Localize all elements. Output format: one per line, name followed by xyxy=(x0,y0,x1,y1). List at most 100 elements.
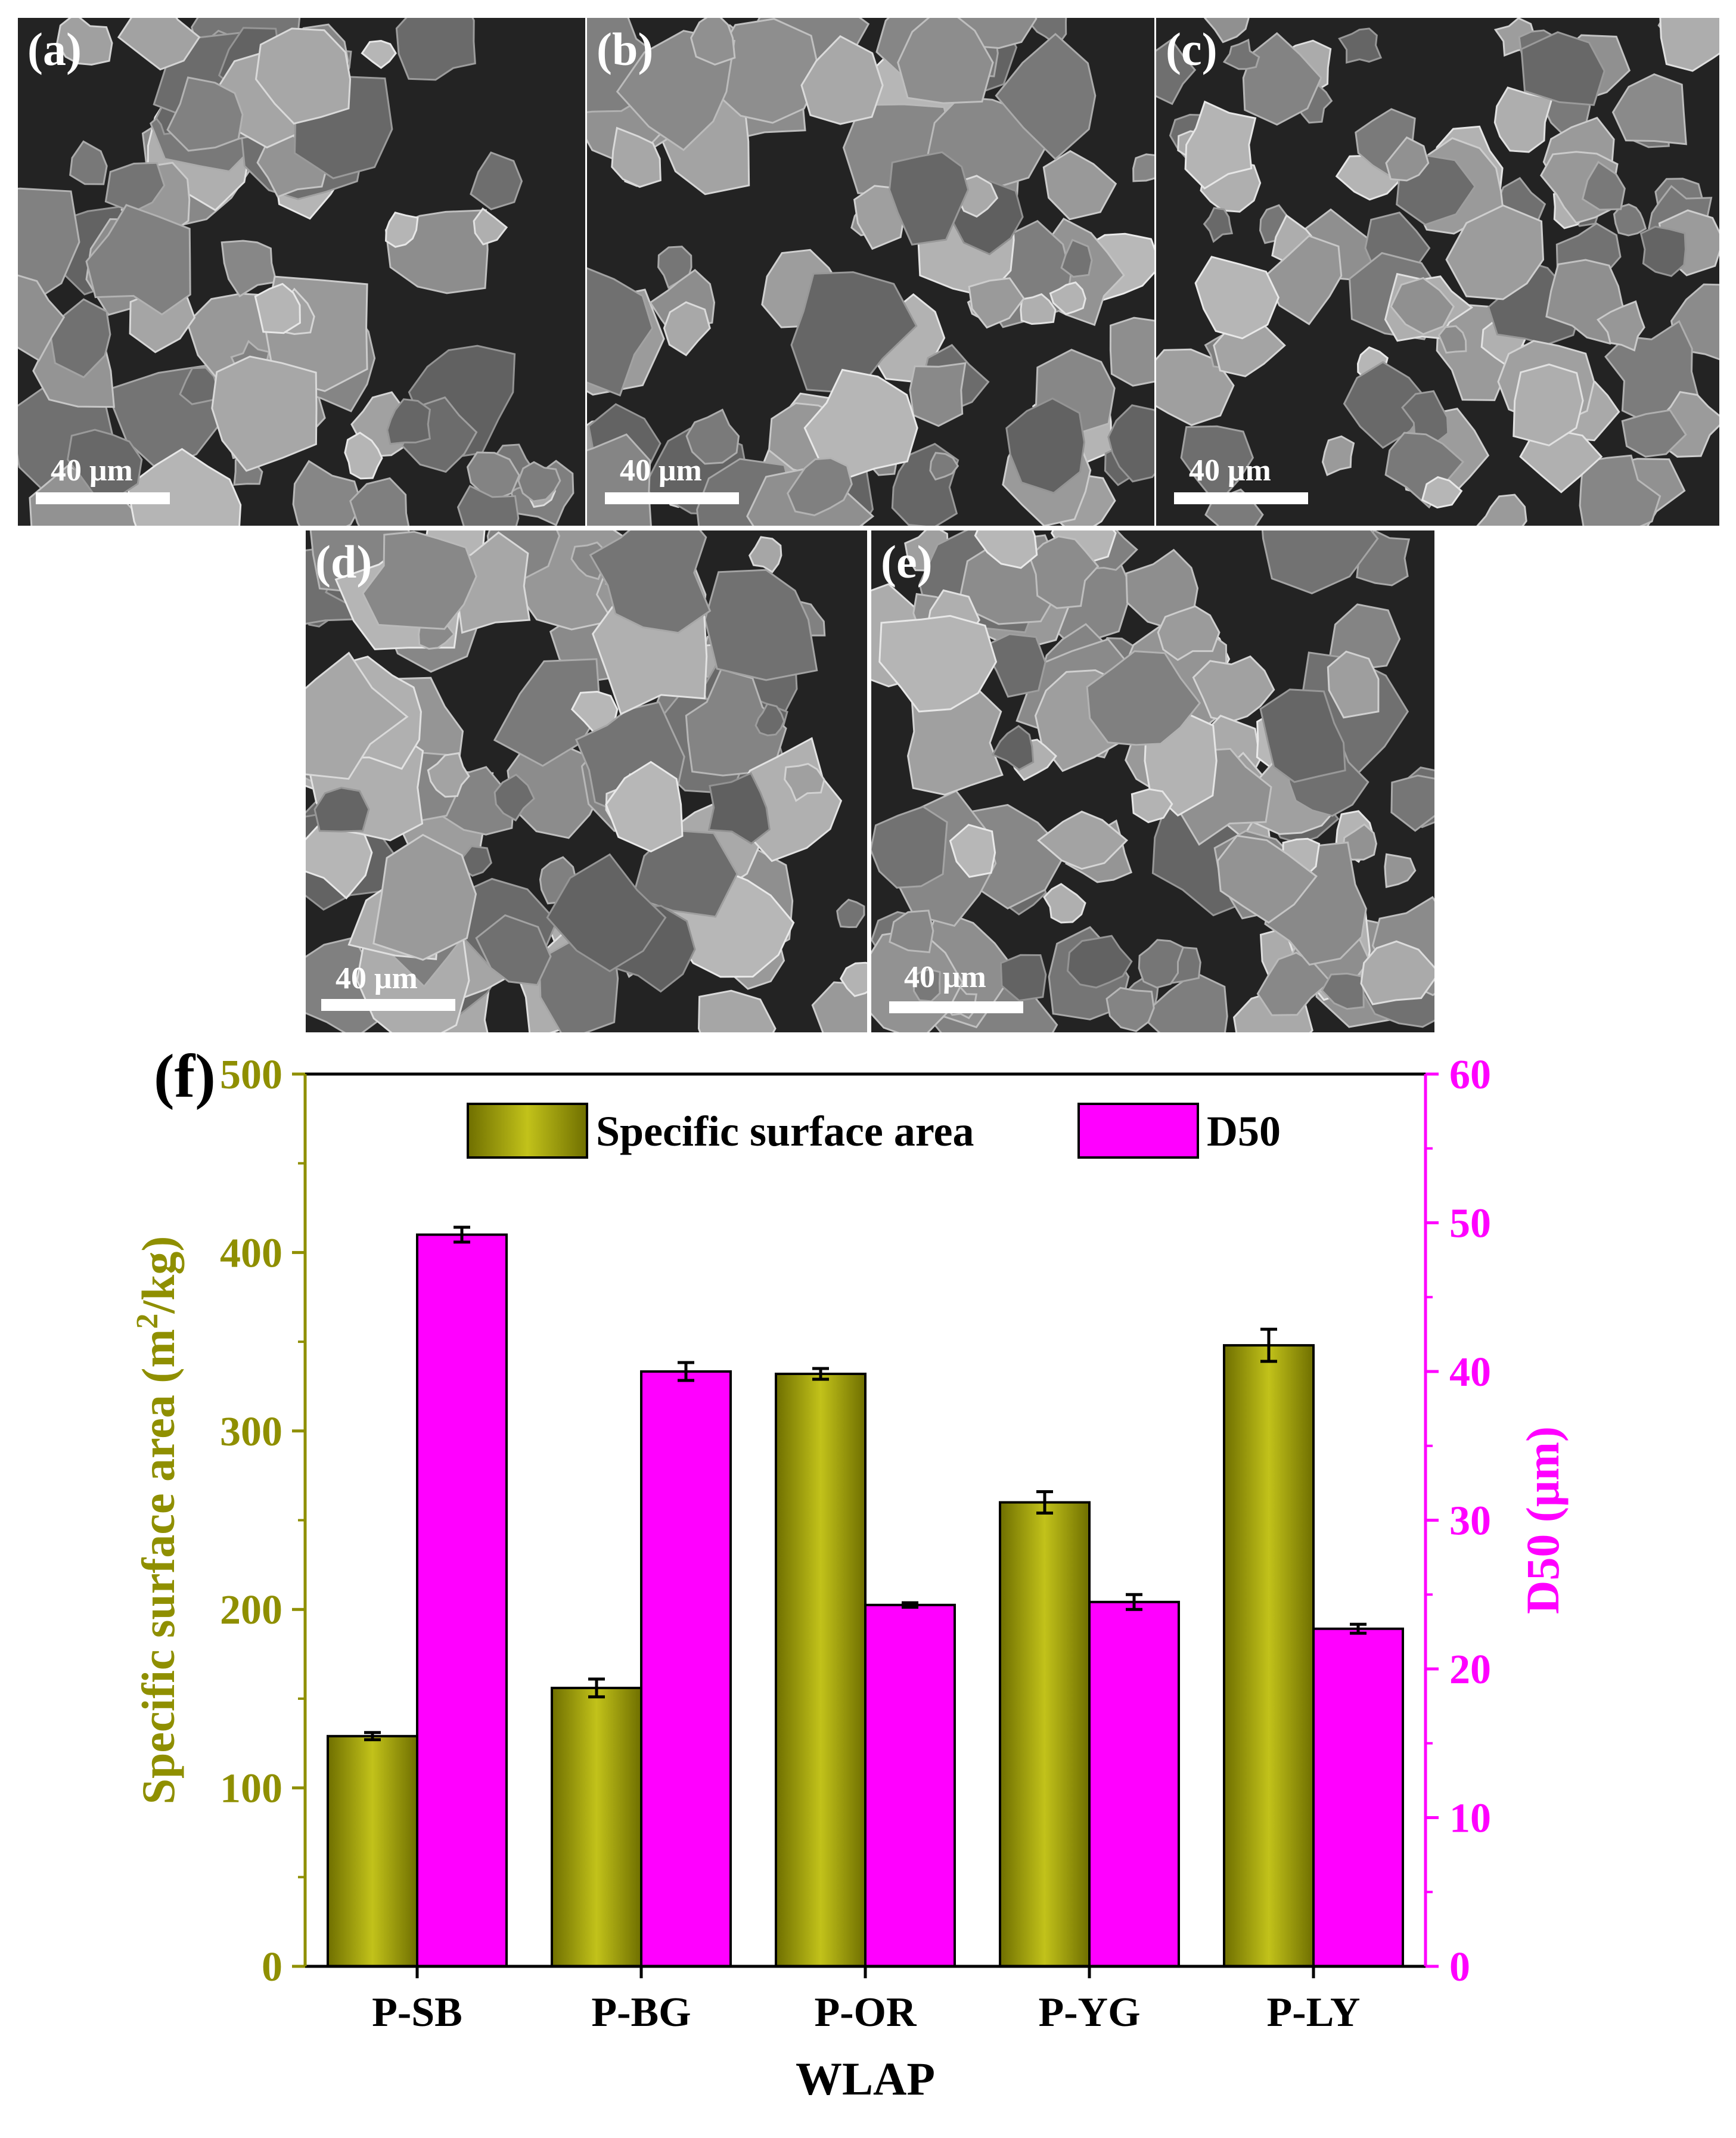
particle xyxy=(803,368,918,480)
particle xyxy=(221,240,278,297)
particle xyxy=(254,27,352,125)
left-tick-label: 400 xyxy=(220,1230,282,1276)
particle xyxy=(18,274,66,362)
left-tick-label: 300 xyxy=(220,1409,282,1455)
right-axis-label: D50 (μm) xyxy=(1517,1426,1569,1614)
panel-label: (c) xyxy=(1166,23,1218,75)
particle xyxy=(1437,325,1467,354)
particle xyxy=(1327,650,1380,719)
particle xyxy=(1194,256,1280,340)
particle xyxy=(587,267,654,397)
particle xyxy=(1222,38,1260,70)
particle xyxy=(362,530,477,630)
particle xyxy=(697,989,777,1032)
particle xyxy=(1184,100,1257,190)
bar-ssa-P-LY xyxy=(1223,1344,1315,1968)
particle xyxy=(493,773,536,822)
particle xyxy=(836,898,865,929)
particle xyxy=(292,460,363,526)
micrograph-panel-e: (e) 40 μm xyxy=(871,530,1434,1032)
sem-image xyxy=(871,530,1434,1032)
particle xyxy=(1476,494,1527,526)
particle xyxy=(1132,153,1154,182)
micrograph-panel-c: (c) 40 μm xyxy=(1156,18,1719,526)
particle xyxy=(306,651,409,780)
left-axis-label: Specific surface area (m2/kg) xyxy=(131,1236,185,1805)
scale-bar xyxy=(321,999,455,1011)
particle xyxy=(1204,18,1250,44)
particle xyxy=(1321,972,1365,1010)
right-tick-label: 10 xyxy=(1449,1796,1491,1842)
particle xyxy=(1259,688,1346,783)
sem-image xyxy=(1156,18,1719,526)
bar-ssa-P-YG xyxy=(999,1501,1091,1968)
left-tick-label: 200 xyxy=(220,1587,282,1633)
particle xyxy=(1028,535,1100,609)
particle xyxy=(1360,940,1434,1006)
legend-d50-label: D50 xyxy=(1207,1107,1281,1155)
x-tick-label: P-SB xyxy=(372,1990,462,2035)
particle xyxy=(1445,204,1545,300)
x-tick-label: P-OR xyxy=(814,1990,917,2035)
particle xyxy=(1390,774,1434,832)
particle xyxy=(878,615,998,713)
particle xyxy=(1060,238,1093,278)
bar-ssa-P-OR xyxy=(775,1372,867,1968)
panel-label: (d) xyxy=(315,536,372,588)
bar-ssa-P-SB xyxy=(327,1734,418,1968)
legend: Specific surface area D50 xyxy=(467,1103,1281,1159)
micrograph-panel-a: (a) 40 μm xyxy=(18,18,585,526)
particle xyxy=(1385,136,1430,182)
right-tick-label: 30 xyxy=(1449,1498,1491,1544)
scale-text: 40 μm xyxy=(1189,454,1271,488)
particle xyxy=(493,658,601,767)
particle xyxy=(254,283,301,334)
particle xyxy=(784,762,825,802)
particle xyxy=(754,703,785,737)
scale-text: 40 μm xyxy=(336,961,418,995)
sem-image xyxy=(587,18,1154,526)
particle xyxy=(104,162,166,213)
particle xyxy=(1261,530,1379,595)
left-axis-label-end: /kg) xyxy=(132,1236,184,1314)
particle xyxy=(1192,655,1275,723)
particle xyxy=(991,725,1035,771)
particle xyxy=(546,853,667,973)
particle xyxy=(888,151,970,246)
x-axis-label: WLAP xyxy=(796,2053,935,2105)
particle xyxy=(1203,207,1234,243)
particle xyxy=(1321,435,1355,476)
bar-chart: (f) Specific surface area D50 P-SB P-BG P-O… xyxy=(131,1042,1569,2105)
particle xyxy=(69,140,108,185)
micrograph-panel-d: (d) 40 μm xyxy=(306,530,867,1032)
particle xyxy=(1180,425,1254,506)
panel-label: (a) xyxy=(27,23,82,75)
bar-d50-P-BG xyxy=(640,1370,732,1968)
particle xyxy=(1105,986,1155,1032)
particle xyxy=(1520,31,1605,106)
particle xyxy=(1579,454,1662,526)
legend-ssa-swatch xyxy=(467,1103,588,1159)
particle xyxy=(1066,935,1133,989)
particle xyxy=(690,18,736,66)
particle xyxy=(1156,348,1235,426)
particle xyxy=(386,398,431,445)
particle xyxy=(470,151,523,210)
left-tick-label: 0 xyxy=(262,1944,282,1990)
particle xyxy=(1390,277,1455,336)
scale-text: 40 μm xyxy=(51,454,133,488)
particle xyxy=(999,954,1047,1002)
particle xyxy=(1107,404,1154,483)
particle xyxy=(372,833,477,961)
particle xyxy=(1086,650,1201,746)
scale-bar xyxy=(889,1001,1023,1013)
particle xyxy=(456,485,520,526)
panel-label: (b) xyxy=(597,23,654,75)
scale-bar xyxy=(36,492,170,504)
particle xyxy=(361,39,397,69)
chart-panel-label: (f) xyxy=(154,1042,216,1110)
particle xyxy=(974,530,1038,569)
particle xyxy=(211,355,318,472)
legend-d50-swatch xyxy=(1077,1103,1199,1159)
particle xyxy=(1611,73,1687,145)
